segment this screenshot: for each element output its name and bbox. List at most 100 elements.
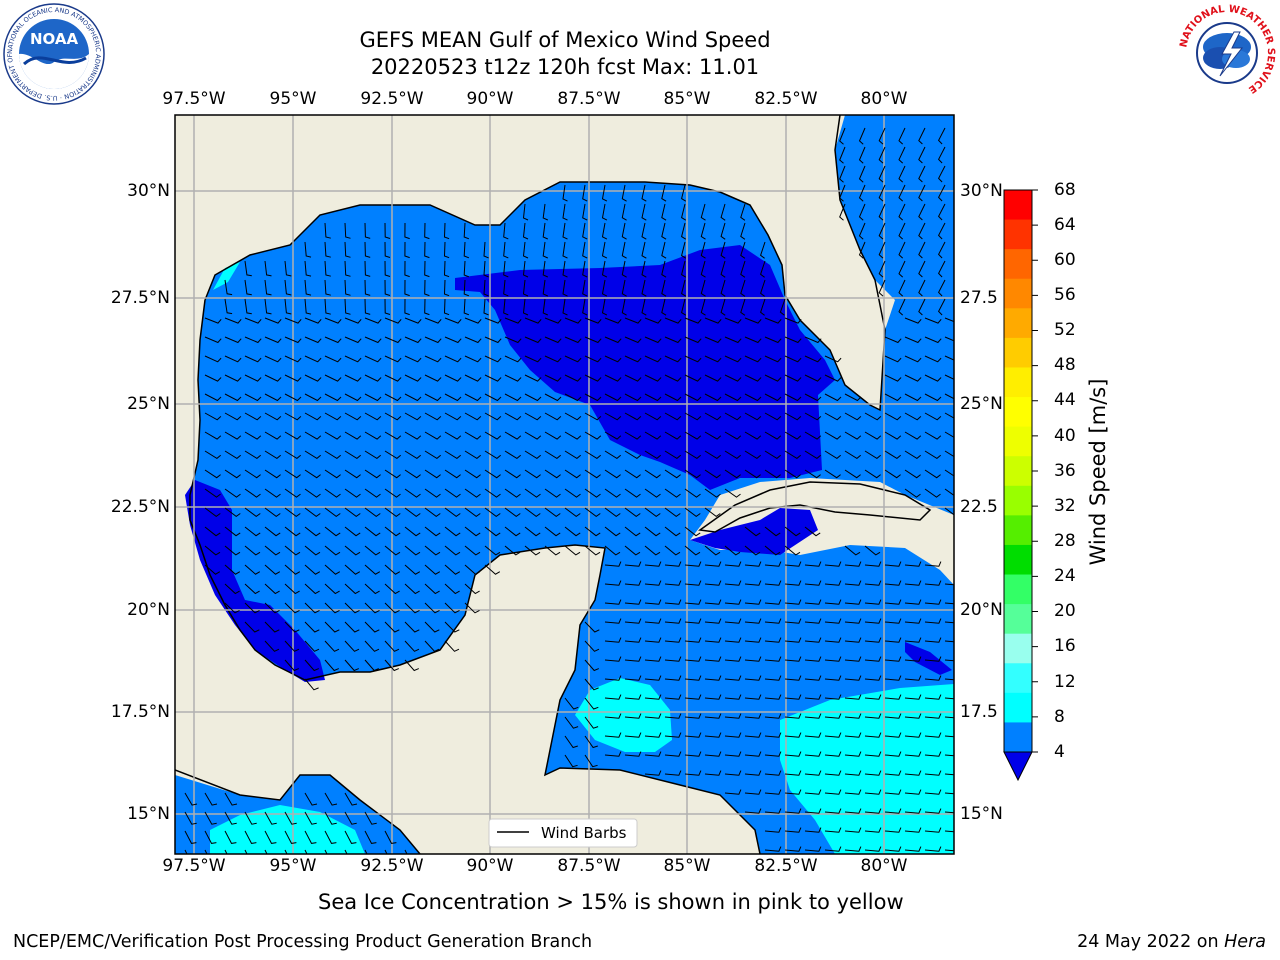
wind-barb	[244, 412, 262, 421]
wind-barb	[624, 656, 642, 662]
wind-barb	[244, 469, 261, 479]
wind-barb	[244, 507, 261, 518]
wind-barb	[760, 260, 766, 278]
wind-barb	[904, 846, 922, 852]
wind-barb	[564, 716, 579, 729]
wind-barb	[463, 241, 470, 259]
wind-barb	[324, 545, 341, 556]
wind-barb	[824, 431, 842, 440]
wind-barb	[324, 279, 331, 296]
wind-barb	[644, 751, 662, 757]
wind-barb	[304, 792, 318, 806]
wind-barb	[284, 450, 302, 460]
wind-barb	[641, 298, 647, 316]
wind-barb	[224, 279, 233, 296]
wind-barb	[644, 526, 661, 537]
wind-barb	[624, 732, 642, 738]
wind-barb	[824, 732, 842, 738]
wind-barb	[424, 241, 430, 259]
wind-barb	[720, 222, 726, 240]
atlantic-water	[835, 115, 954, 340]
wind-barb	[704, 431, 722, 440]
wind-barb	[384, 583, 400, 595]
wind-barb	[924, 751, 942, 757]
wind-barb	[704, 355, 722, 363]
wind-barb	[344, 279, 351, 296]
wind-barb	[764, 675, 782, 681]
wind-barb	[684, 374, 702, 382]
wind-barb	[364, 298, 371, 315]
wind-barb	[944, 697, 954, 700]
wind-barb	[864, 675, 882, 681]
wind-barb	[724, 355, 742, 363]
wind-barb	[744, 751, 762, 757]
wind-barb	[744, 469, 761, 479]
wind-barb	[584, 488, 601, 498]
wind-barb	[364, 507, 381, 518]
calm-wind-region-jamaica	[905, 642, 952, 675]
wind-barb	[463, 298, 470, 316]
wind-barb	[884, 469, 901, 479]
wind-barb	[204, 792, 218, 806]
wind-barb	[681, 203, 687, 221]
wind-barb	[564, 469, 581, 479]
wind-barb	[884, 618, 902, 624]
lon-tick-bottom: 87.5°W	[557, 856, 621, 876]
wind-barb	[824, 637, 842, 643]
wind-barb	[681, 260, 687, 278]
wind-barb	[284, 564, 301, 575]
wind-barb	[504, 393, 522, 402]
wind-barb	[864, 827, 882, 833]
wind-barb	[264, 298, 272, 315]
wind-barb	[724, 770, 742, 776]
wind-barb	[204, 488, 221, 498]
wind-barb	[918, 222, 926, 240]
wind-barb	[404, 222, 410, 240]
wind-barb	[304, 450, 322, 460]
wind-barb	[404, 469, 421, 479]
wind-barb	[584, 355, 602, 363]
wind-barb	[844, 827, 862, 833]
wind-barb	[621, 279, 627, 297]
wind-barb	[544, 393, 562, 402]
wind-barb	[664, 656, 682, 662]
wind-barb	[704, 751, 722, 757]
wind-barb	[644, 561, 662, 567]
wind-barb	[584, 526, 601, 537]
wind-barb	[384, 241, 391, 258]
wind-barb	[562, 279, 568, 297]
wind-barb	[844, 393, 862, 402]
lat-tick-left: 20°N	[127, 600, 170, 620]
wind-barb	[704, 561, 722, 567]
wind-barb	[484, 412, 502, 421]
wind-barb	[503, 260, 509, 278]
wind-barb	[284, 830, 297, 844]
wind-barb	[344, 564, 361, 575]
wind-barb	[304, 583, 320, 595]
wind-barb	[884, 846, 902, 852]
footer-date-text: 24 May 2022 on	[1077, 932, 1225, 952]
wind-barb	[784, 637, 802, 643]
wind-barb	[444, 374, 462, 382]
lon-tick-bottom: 85°W	[663, 856, 711, 876]
wind-barb	[784, 469, 801, 479]
wind-barb	[684, 469, 701, 479]
wind-barb	[844, 545, 861, 556]
wind-barb	[324, 317, 342, 324]
wind-barb	[584, 621, 600, 633]
wind-barb	[904, 656, 922, 662]
wind-barb	[503, 222, 509, 240]
wind-barb	[404, 507, 421, 518]
wind-barb	[344, 621, 360, 633]
wind-barb	[364, 355, 382, 363]
wind-barb	[604, 618, 622, 624]
wind-barb	[424, 469, 441, 479]
wind-barb	[522, 222, 529, 240]
wind-barb	[944, 488, 954, 496]
wind-barb	[184, 811, 197, 825]
wind-barb	[604, 507, 621, 518]
wind-barb	[304, 412, 322, 421]
wind-barb	[624, 580, 642, 586]
wind-barb	[582, 260, 588, 278]
colorbar-segment	[1004, 190, 1032, 221]
